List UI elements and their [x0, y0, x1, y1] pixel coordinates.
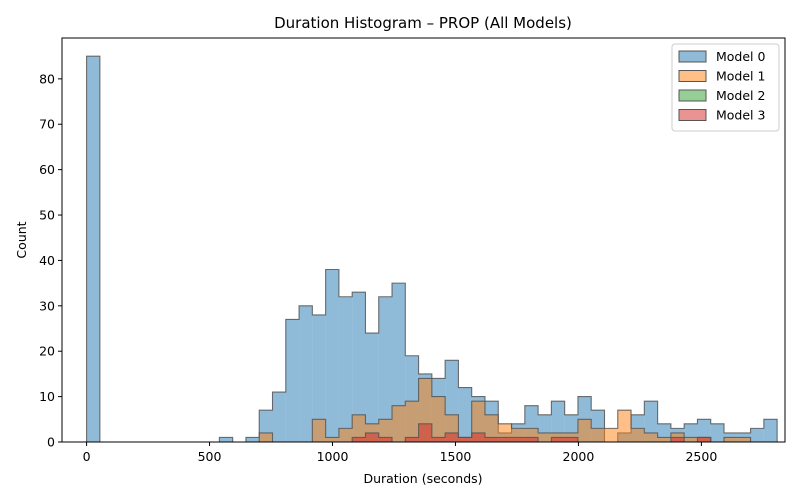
histogram-bar — [259, 432, 273, 442]
histogram-bar — [392, 405, 406, 442]
histogram-bar — [564, 437, 578, 442]
histogram-bar — [697, 419, 711, 442]
histogram-bar — [631, 428, 645, 442]
histogram-bar — [670, 437, 685, 442]
x-tick-label: 0 — [83, 449, 91, 464]
histogram-bar — [458, 437, 472, 442]
plot-frame — [61, 37, 786, 443]
histogram-bar — [365, 333, 379, 442]
histogram-bar — [338, 296, 353, 442]
histogram-bar — [471, 432, 485, 442]
series-outline — [86, 377, 778, 443]
histogram-bar — [418, 423, 432, 442]
y-tick-label: 60 — [39, 162, 55, 177]
x-tick-label: 1000 — [317, 449, 349, 464]
histogram-bar — [378, 437, 393, 442]
histogram-bar — [644, 432, 658, 442]
histogram-bar — [365, 432, 379, 442]
y-axis-ticks: 0 10 20 30 40 50 60 70 80 — [39, 71, 62, 450]
histogram-bar — [219, 437, 233, 442]
histogram-bar — [511, 437, 525, 442]
x-axis-title: Duration (seconds) — [363, 471, 482, 486]
histogram-bar — [644, 401, 658, 442]
legend-swatch — [678, 109, 707, 121]
histogram-bar — [352, 437, 366, 442]
histogram-bar — [312, 419, 326, 442]
chart-title: Duration Histogram – PROP (All Models) — [274, 14, 572, 32]
histogram-bar — [604, 428, 618, 442]
histogram-bar — [458, 387, 472, 442]
histogram-bar — [697, 437, 711, 442]
histogram-bar — [684, 437, 698, 442]
legend-label: Model 2 — [716, 88, 765, 103]
histogram-bar — [285, 319, 300, 442]
y-tick-label: 70 — [39, 117, 55, 132]
legend-swatch — [678, 70, 707, 82]
x-tick-label: 2500 — [685, 449, 717, 464]
legend-label: Model 1 — [716, 69, 765, 84]
histogram-bar — [405, 401, 419, 442]
y-tick-label: 30 — [39, 298, 55, 313]
histogram-bar — [272, 392, 286, 442]
histogram-bar — [498, 437, 512, 442]
histogram-bar — [405, 437, 419, 442]
histogram-bar — [551, 437, 565, 442]
histogram-bar — [299, 305, 313, 442]
x-axis-ticks: 0 500 1000 1500 2000 2500 — [83, 442, 717, 464]
y-tick-label: 0 — [47, 435, 55, 450]
histogram-bar — [471, 401, 485, 442]
y-tick-label: 40 — [39, 253, 55, 268]
histogram-bar — [524, 437, 539, 442]
histogram-bar — [352, 292, 366, 442]
histogram-bar — [591, 428, 605, 442]
histogram-bar — [352, 414, 366, 442]
y-tick-label: 10 — [39, 389, 55, 404]
histogram-bar — [710, 423, 725, 442]
histogram-bar — [763, 419, 778, 442]
x-tick-label: 500 — [198, 449, 222, 464]
histogram-bar — [724, 437, 738, 442]
x-tick-label: 1500 — [440, 449, 472, 464]
histogram-bar — [86, 56, 100, 443]
histogram-bar — [484, 437, 499, 442]
y-axis-title: Count — [14, 221, 29, 258]
histogram-bar — [431, 437, 446, 442]
histogram-bar — [484, 414, 499, 442]
histogram-bar — [312, 314, 326, 442]
histogram-bar — [750, 428, 764, 442]
histogram-bar — [325, 437, 339, 442]
y-tick-label: 80 — [39, 71, 55, 86]
y-tick-label: 20 — [39, 344, 55, 359]
histogram-bar — [338, 428, 353, 442]
histogram-bar — [392, 283, 406, 442]
legend-label: Model 0 — [716, 49, 766, 64]
histogram-bar — [617, 410, 632, 442]
legend-swatch — [678, 50, 707, 63]
legend-swatch — [678, 89, 707, 102]
histogram-bar — [657, 437, 671, 442]
histogram-bar — [737, 437, 751, 442]
histogram-bar — [378, 296, 393, 442]
histogram-bar — [431, 396, 446, 442]
histogram-bar — [551, 401, 565, 442]
histogram-bar — [325, 269, 339, 442]
histogram-bar — [577, 419, 592, 442]
series-model-3 — [86, 423, 778, 443]
histogram-bar — [378, 419, 393, 442]
legend: Model 0 Model 1 Model 2 Model 3 — [671, 43, 780, 132]
histogram-bar — [538, 432, 552, 442]
histogram-bar — [245, 437, 260, 442]
legend-label: Model 3 — [716, 108, 765, 123]
histogram-bar — [445, 432, 459, 442]
y-tick-label: 50 — [39, 208, 55, 223]
x-tick-label: 2000 — [563, 449, 595, 464]
